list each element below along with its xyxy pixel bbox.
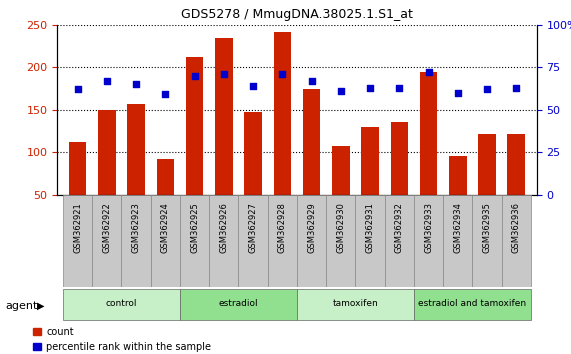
Text: agent: agent (6, 301, 38, 311)
Point (512, 85, 521, 91)
Text: GSM362928: GSM362928 (278, 202, 287, 253)
Text: ▶: ▶ (37, 301, 45, 311)
Point (278, 71, 287, 77)
FancyBboxPatch shape (239, 195, 268, 287)
FancyBboxPatch shape (385, 195, 414, 287)
FancyBboxPatch shape (151, 195, 180, 287)
FancyBboxPatch shape (502, 195, 531, 287)
Bar (361, 127, 379, 195)
Bar (127, 104, 145, 195)
Text: GSM362929: GSM362929 (307, 202, 316, 253)
Bar (332, 146, 349, 195)
FancyBboxPatch shape (63, 195, 92, 287)
FancyBboxPatch shape (92, 195, 122, 287)
Point (161, 92, 170, 97)
FancyBboxPatch shape (326, 195, 355, 287)
Text: GSM362921: GSM362921 (73, 202, 82, 253)
Text: GSM362935: GSM362935 (482, 202, 492, 253)
Bar (508, 135, 525, 195)
Text: GSM362923: GSM362923 (131, 202, 140, 253)
Point (73, 86, 82, 92)
Bar (156, 159, 174, 195)
Bar (420, 72, 437, 195)
Point (248, 83, 258, 89)
Point (482, 86, 492, 92)
FancyBboxPatch shape (122, 195, 151, 287)
Text: control: control (106, 299, 137, 308)
Text: GSM362931: GSM362931 (365, 202, 375, 253)
FancyBboxPatch shape (209, 195, 239, 287)
FancyBboxPatch shape (414, 289, 531, 320)
Point (453, 90, 463, 96)
Text: GSM362925: GSM362925 (190, 202, 199, 253)
Point (219, 71, 228, 77)
Bar (449, 156, 467, 195)
Text: GSM362922: GSM362922 (102, 202, 111, 253)
Text: estradiol: estradiol (219, 299, 258, 308)
Text: GSM362934: GSM362934 (453, 202, 463, 253)
Point (102, 78, 111, 84)
FancyBboxPatch shape (472, 195, 502, 287)
Bar (69, 142, 86, 195)
Text: GSM362926: GSM362926 (219, 202, 228, 253)
Point (307, 78, 316, 84)
Bar (303, 88, 320, 195)
Legend: count, percentile rank within the sample: count, percentile rank within the sample (34, 327, 211, 352)
Point (190, 73, 199, 79)
Title: GDS5278 / MmugDNA.38025.1.S1_at: GDS5278 / MmugDNA.38025.1.S1_at (181, 8, 413, 21)
Bar (215, 38, 232, 195)
Point (131, 81, 140, 87)
Bar (274, 32, 291, 195)
Text: GSM362924: GSM362924 (161, 202, 170, 253)
FancyBboxPatch shape (297, 289, 414, 320)
FancyBboxPatch shape (414, 195, 443, 287)
Text: GSM362930: GSM362930 (336, 202, 345, 253)
FancyBboxPatch shape (297, 195, 326, 287)
FancyBboxPatch shape (268, 195, 297, 287)
Text: estradiol and tamoxifen: estradiol and tamoxifen (419, 299, 526, 308)
Bar (478, 135, 496, 195)
Text: GSM362936: GSM362936 (512, 202, 521, 253)
FancyBboxPatch shape (180, 289, 297, 320)
FancyBboxPatch shape (443, 195, 472, 287)
Point (365, 85, 375, 91)
Bar (186, 57, 203, 195)
Point (336, 88, 345, 94)
Text: GSM362932: GSM362932 (395, 202, 404, 253)
FancyBboxPatch shape (355, 195, 385, 287)
Bar (391, 122, 408, 195)
Text: GSM362933: GSM362933 (424, 202, 433, 253)
Text: GSM362927: GSM362927 (248, 202, 258, 253)
FancyBboxPatch shape (63, 289, 180, 320)
FancyBboxPatch shape (180, 195, 209, 287)
Point (395, 85, 404, 91)
Bar (98, 110, 115, 195)
Point (424, 69, 433, 75)
Bar (244, 112, 262, 195)
Text: tamoxifen: tamoxifen (332, 299, 379, 308)
